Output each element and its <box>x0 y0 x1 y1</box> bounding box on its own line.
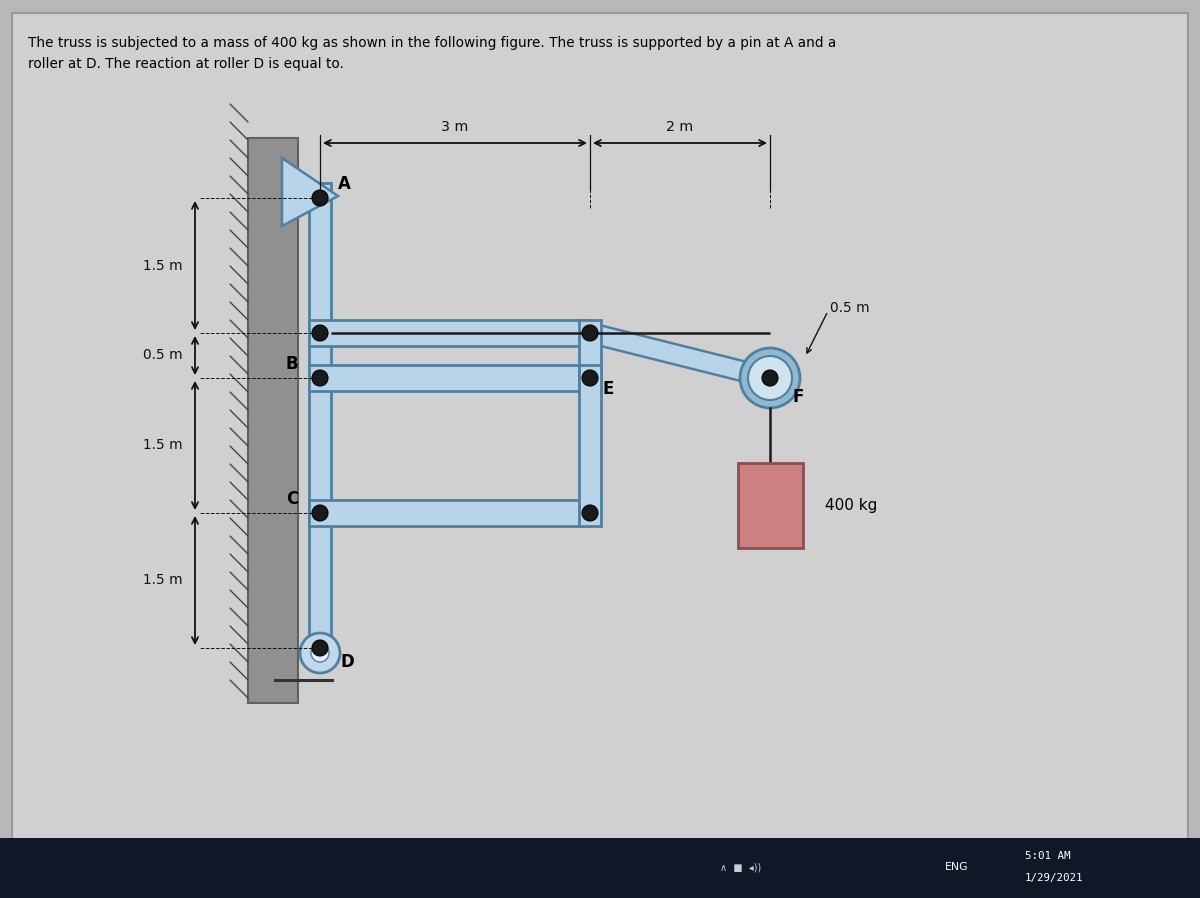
Bar <box>0 838 1200 898</box>
Text: 1.5 m: 1.5 m <box>143 438 184 453</box>
Bar <box>580 365 601 526</box>
Text: 1/29/2021: 1/29/2021 <box>1025 873 1084 883</box>
Circle shape <box>300 633 340 673</box>
Circle shape <box>763 372 776 384</box>
Polygon shape <box>282 158 338 226</box>
Polygon shape <box>577 321 784 391</box>
Text: D: D <box>340 653 354 671</box>
Circle shape <box>312 640 328 656</box>
Bar <box>738 463 803 548</box>
Circle shape <box>312 505 328 521</box>
Bar <box>310 365 590 391</box>
Text: ENG: ENG <box>946 862 968 872</box>
Circle shape <box>582 370 598 386</box>
FancyBboxPatch shape <box>12 13 1188 843</box>
Circle shape <box>582 505 598 521</box>
Text: B: B <box>286 355 298 373</box>
Circle shape <box>740 348 800 408</box>
Circle shape <box>312 370 328 386</box>
Circle shape <box>762 370 778 386</box>
Circle shape <box>312 325 328 341</box>
Circle shape <box>311 644 329 662</box>
Text: A: A <box>338 175 350 193</box>
Circle shape <box>748 356 792 400</box>
Bar <box>580 320 601 391</box>
Text: 1.5 m: 1.5 m <box>143 574 184 587</box>
Text: 0.5 m: 0.5 m <box>143 348 184 363</box>
Text: E: E <box>602 380 613 398</box>
Text: 1.5 m: 1.5 m <box>143 259 184 272</box>
Text: 3 m: 3 m <box>442 120 469 134</box>
Text: 5:01 AM: 5:01 AM <box>1025 851 1070 861</box>
Bar <box>310 500 590 526</box>
Text: F: F <box>792 388 803 406</box>
Circle shape <box>312 190 328 206</box>
Text: 400 kg: 400 kg <box>826 498 877 513</box>
Text: ∧  ■  ◂)): ∧ ■ ◂)) <box>720 862 761 872</box>
Circle shape <box>582 325 598 341</box>
Text: C: C <box>286 490 298 508</box>
Text: 2 m: 2 m <box>666 120 694 134</box>
Bar <box>310 183 331 663</box>
Text: 0.5 m: 0.5 m <box>830 301 870 315</box>
Bar <box>248 138 298 703</box>
Bar <box>310 320 590 346</box>
Text: The truss is subjected to a mass of 400 kg as shown in the following figure. The: The truss is subjected to a mass of 400 … <box>28 36 836 71</box>
